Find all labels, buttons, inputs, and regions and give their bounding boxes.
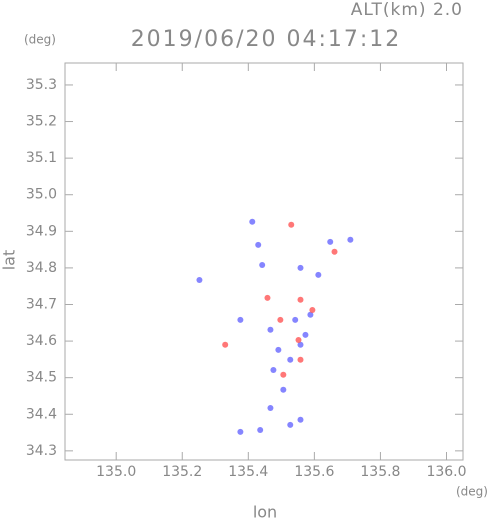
echo-point <box>237 428 244 435</box>
y-tick-label: 34.5 <box>26 370 57 386</box>
y-unit: (deg) <box>24 33 56 47</box>
plot-frame <box>64 62 464 461</box>
echo-point <box>297 264 304 271</box>
chart-title: 2019/06/20 04:17:12 <box>131 27 402 52</box>
y-tick-label: 34.7 <box>26 296 57 312</box>
echo-point <box>222 341 229 348</box>
echo-point <box>264 294 271 301</box>
y-tick-label: 34.4 <box>26 406 57 422</box>
echo-point <box>249 218 256 225</box>
y-tick-label: 34.9 <box>26 223 57 239</box>
echo-point <box>297 356 304 363</box>
echo-point <box>315 271 322 278</box>
echo-point <box>297 341 304 348</box>
echo-point <box>196 276 203 283</box>
echo-point <box>277 316 284 323</box>
echo-point <box>270 366 277 373</box>
echo-point <box>267 326 274 333</box>
echo-point <box>280 371 287 378</box>
x-tick-label: 136.0 <box>426 464 466 480</box>
y-tick-label: 34.8 <box>26 260 57 276</box>
echo-point <box>295 336 302 343</box>
echo-point <box>331 248 338 255</box>
echo-point <box>257 426 264 433</box>
echo-point <box>302 331 309 338</box>
echo-point <box>347 236 354 243</box>
y-tick-label: 35.3 <box>26 77 57 93</box>
echo-point <box>297 296 304 303</box>
x-unit: (deg) <box>456 485 488 499</box>
x-tick-label: 135.8 <box>360 464 400 480</box>
y-tick-label: 35.0 <box>26 187 57 203</box>
y-axis-label: lat <box>0 250 19 271</box>
echo-point <box>237 316 244 323</box>
echo-point <box>288 221 295 228</box>
echo-point <box>287 421 294 428</box>
y-tick-label: 35.2 <box>26 114 57 130</box>
x-tick-label: 135.4 <box>228 464 268 480</box>
echo-point <box>287 356 294 363</box>
echo-point <box>255 241 262 248</box>
x-tick-label: 135.2 <box>162 464 202 480</box>
y-tick-label: 35.1 <box>26 150 57 166</box>
echo-point <box>297 416 304 423</box>
echo-point <box>259 261 266 268</box>
y-tick-label: 34.6 <box>26 333 57 349</box>
x-axis-label: lon <box>253 503 277 521</box>
x-tick-label: 135.0 <box>96 464 136 480</box>
echo-point <box>307 311 314 318</box>
echo-point <box>309 306 316 313</box>
echo-point <box>327 238 334 245</box>
echo-point <box>280 386 287 393</box>
echo-point <box>275 346 282 353</box>
x-tick-label: 135.6 <box>294 464 334 480</box>
echo-point <box>267 405 274 412</box>
altitude-label: ALT(km) 2.0 <box>351 0 463 20</box>
y-tick-label: 34.3 <box>26 443 57 459</box>
echo-point <box>292 316 299 323</box>
